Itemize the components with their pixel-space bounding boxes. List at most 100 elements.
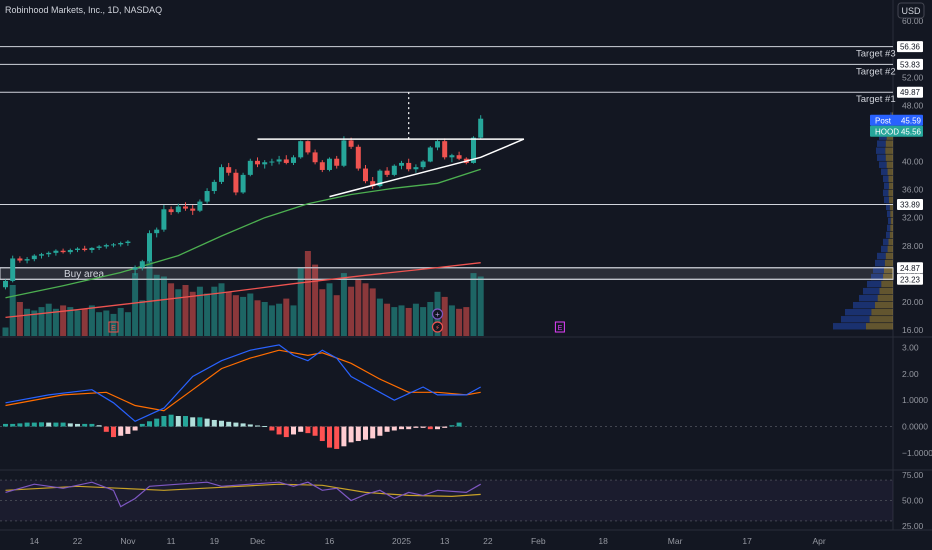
volume-bar — [139, 300, 146, 336]
macd-histogram-bar — [111, 426, 116, 438]
volume-bar — [355, 279, 362, 336]
volume-bar — [16, 302, 23, 336]
volume-bar — [441, 296, 448, 336]
triangle-support-line[interactable] — [329, 138, 525, 198]
macd-histogram-bar — [168, 414, 174, 427]
volume-bar — [196, 286, 203, 336]
dividend-marker[interactable] — [431, 308, 444, 320]
volume-profile-bar — [883, 273, 893, 281]
time-axis-tick: 19 — [210, 536, 220, 546]
candle-body — [96, 246, 102, 248]
volume-profile-bar — [879, 287, 893, 295]
currency-button[interactable]: USD — [897, 2, 925, 19]
volume-profile-bar — [889, 203, 893, 211]
volume-bar — [340, 273, 347, 336]
volume-bar — [211, 286, 218, 336]
macd-histogram-bar — [24, 422, 30, 427]
volume-profile-bar — [873, 266, 884, 274]
volume-profile-bar — [888, 196, 893, 204]
macd-histogram-bar — [348, 426, 354, 443]
macd-histogram-bar — [75, 423, 80, 427]
macd-histogram-bar — [139, 423, 145, 427]
candle-body — [471, 137, 476, 163]
volume-profile-bar — [888, 217, 891, 225]
macd-histogram-bar — [197, 417, 203, 427]
macd-histogram-bar — [60, 422, 66, 427]
split-marker[interactable] — [431, 321, 444, 333]
volume-bar — [283, 298, 290, 336]
level-price-badge — [897, 262, 923, 274]
macd-histogram-bar — [240, 423, 246, 427]
volume-bars — [2, 251, 484, 336]
volume-profile-bar — [841, 316, 870, 323]
event-markers: E E + ⚡ — [108, 308, 565, 333]
candle-body — [111, 244, 116, 246]
level-price-badge-label: 56.36 — [900, 43, 921, 52]
candle-body — [255, 160, 260, 165]
volume-bar — [398, 305, 405, 336]
volume-profile-bar — [887, 168, 893, 175]
ma-slow-line — [5, 262, 481, 319]
macd-axis-tick: 3.00 — [902, 343, 919, 353]
earnings-marker[interactable] — [108, 321, 119, 333]
level-price-badge-label: 49.87 — [900, 88, 921, 97]
volume-bar — [477, 276, 484, 336]
macd-histogram-bar — [118, 426, 124, 436]
volume-profile-bar — [884, 182, 889, 190]
macd-histogram-bar — [67, 423, 73, 427]
volume-profile — [833, 112, 893, 330]
macd-histogram-bar — [190, 417, 196, 427]
earnings-marker[interactable] — [554, 321, 565, 333]
time-axis-tick: Feb — [531, 536, 546, 546]
macd-histogram-bar — [226, 421, 232, 427]
volume-profile-bar — [869, 316, 893, 323]
candle-body — [384, 170, 390, 175]
candle-body — [291, 157, 296, 163]
candle-body — [219, 167, 224, 182]
macd-signal-line — [5, 349, 481, 412]
volume-bar — [52, 308, 59, 336]
candle-body — [75, 248, 80, 251]
volume-bar — [67, 307, 74, 336]
macd-histogram-bar — [456, 422, 462, 427]
volume-profile-bar — [885, 147, 893, 154]
ascending-triangle[interactable] — [257, 92, 525, 198]
symbol-title: Robinhood Markets, Inc., 1D, NASDAQ — [5, 5, 162, 15]
macd-histogram-bar — [154, 418, 160, 427]
volume-bar — [456, 308, 463, 336]
macd-histogram-bar — [132, 426, 138, 431]
currency-label: USD — [901, 6, 921, 16]
price-axis-tick: 48.00 — [902, 100, 924, 110]
volume-bar — [132, 273, 139, 336]
rsi-axis-tick: 25.00 — [902, 521, 924, 531]
volume-profile-bar — [885, 140, 893, 147]
last-price-badge — [870, 125, 923, 137]
volume-bar — [312, 264, 319, 336]
candle-body — [125, 241, 131, 243]
candle-body — [139, 261, 145, 268]
macd-histogram-bar — [305, 426, 311, 434]
candle-body — [391, 165, 397, 175]
macd-histogram-bar — [413, 426, 419, 428]
price-axis-tick: 32.00 — [902, 213, 924, 223]
price-axis-tick: 40.00 — [902, 157, 924, 167]
macd-histogram-bar — [82, 423, 88, 427]
volume-bar — [88, 305, 95, 336]
volume-profile-bar — [877, 252, 886, 260]
macd-histogram-bar — [327, 426, 332, 448]
volume-profile-bar — [886, 161, 893, 168]
candle-body — [67, 250, 73, 253]
post-market-badge-label: Post — [875, 116, 892, 125]
candle-body — [399, 162, 404, 166]
macd-histogram-bar — [283, 426, 289, 438]
volume-bar — [31, 310, 38, 336]
volume-profile-bar — [890, 210, 893, 218]
rsi-axis-tick: 50.00 — [902, 496, 924, 506]
volume-bar — [412, 303, 419, 336]
volume-profile-bar — [881, 245, 888, 253]
rsi-axis-tick: 75.00 — [902, 470, 924, 480]
macd-histogram-bar — [96, 425, 102, 427]
volume-bar — [225, 291, 232, 336]
candle-body — [204, 191, 210, 202]
